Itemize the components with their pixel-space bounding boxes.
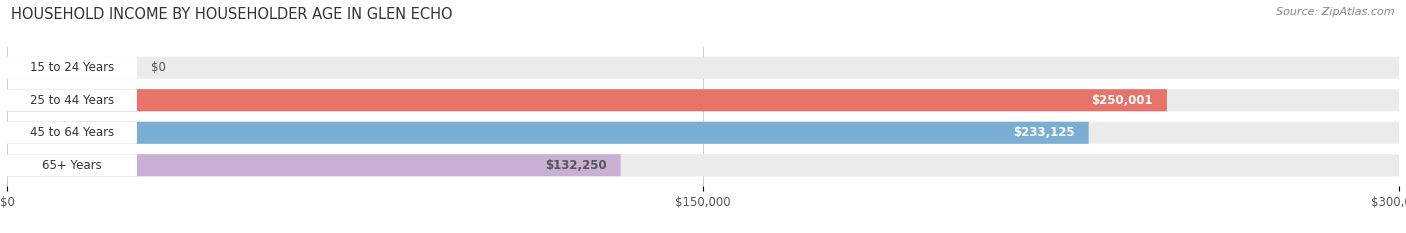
FancyBboxPatch shape bbox=[7, 154, 620, 176]
FancyBboxPatch shape bbox=[7, 122, 136, 144]
FancyBboxPatch shape bbox=[7, 154, 136, 176]
Text: 65+ Years: 65+ Years bbox=[42, 159, 101, 172]
Text: $132,250: $132,250 bbox=[546, 159, 607, 172]
Text: Source: ZipAtlas.com: Source: ZipAtlas.com bbox=[1277, 7, 1395, 17]
FancyBboxPatch shape bbox=[7, 89, 1167, 111]
Text: 25 to 44 Years: 25 to 44 Years bbox=[30, 94, 114, 107]
Text: $250,001: $250,001 bbox=[1091, 94, 1153, 107]
FancyBboxPatch shape bbox=[7, 154, 1399, 176]
Text: $0: $0 bbox=[150, 61, 166, 74]
FancyBboxPatch shape bbox=[7, 57, 136, 79]
FancyBboxPatch shape bbox=[7, 122, 1399, 144]
Text: HOUSEHOLD INCOME BY HOUSEHOLDER AGE IN GLEN ECHO: HOUSEHOLD INCOME BY HOUSEHOLDER AGE IN G… bbox=[11, 7, 453, 22]
FancyBboxPatch shape bbox=[7, 89, 1399, 111]
Text: 45 to 64 Years: 45 to 64 Years bbox=[30, 126, 114, 139]
FancyBboxPatch shape bbox=[7, 57, 1399, 79]
FancyBboxPatch shape bbox=[7, 89, 136, 111]
Text: 15 to 24 Years: 15 to 24 Years bbox=[30, 61, 114, 74]
FancyBboxPatch shape bbox=[7, 122, 1088, 144]
Text: $233,125: $233,125 bbox=[1014, 126, 1074, 139]
